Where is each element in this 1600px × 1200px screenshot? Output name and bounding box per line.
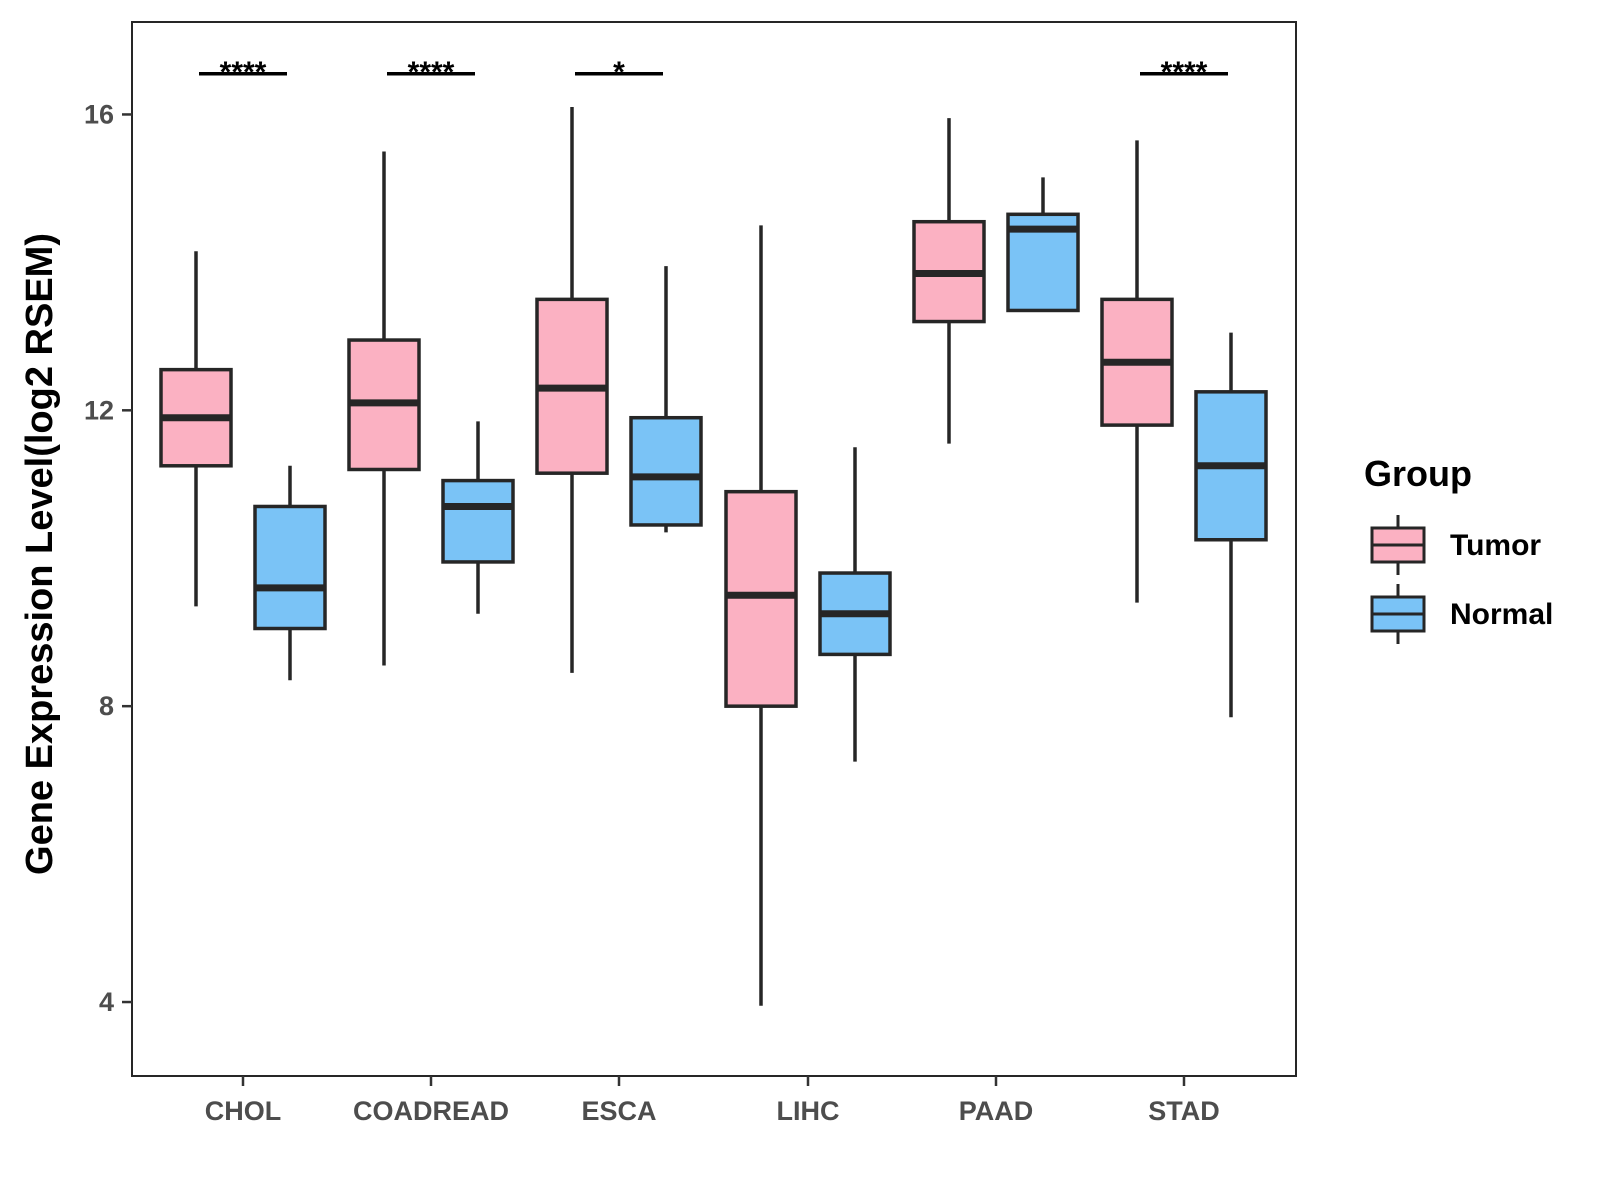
plot-area: **** **** * **** xyxy=(132,22,1296,1076)
significance-label-chol: **** xyxy=(220,56,267,89)
x-tick-label-chol: CHOL xyxy=(205,1096,282,1126)
y-axis-title: Gene Expression Level(log2 RSEM) xyxy=(19,233,61,875)
legend-title: Group xyxy=(1364,453,1472,494)
box-tumor-lihc xyxy=(724,489,798,708)
axes: 4 8 12 16 CHOL COADREAD ESCA LIHC PAAD STAD Gene E… xyxy=(19,21,1297,1126)
y-tick-label-12: 12 xyxy=(84,395,114,425)
panel-border xyxy=(131,21,1297,1077)
x-tick-label-esca: ESCA xyxy=(581,1096,656,1126)
legend: Group Tumor Normal xyxy=(1364,453,1553,644)
x-tick-label-paad: PAAD xyxy=(959,1096,1034,1126)
x-tick-label-lihc: LIHC xyxy=(777,1096,840,1126)
y-tick-label-16: 16 xyxy=(84,99,114,129)
box-normal-coadread xyxy=(441,478,515,564)
significance-label-coadread: **** xyxy=(408,56,455,89)
x-tick-label-stad: STAD xyxy=(1148,1096,1220,1126)
box-normal-chol xyxy=(253,504,327,631)
significance-label-stad: **** xyxy=(1161,56,1208,89)
box-normal-esca xyxy=(629,415,703,527)
y-tick-label-8: 8 xyxy=(99,691,114,721)
legend-label-normal: Normal xyxy=(1450,598,1553,631)
significance-label-esca: * xyxy=(613,56,625,89)
legend-label-tumor: Tumor xyxy=(1450,529,1541,562)
x-tick-label-coadread: COADREAD xyxy=(353,1096,509,1126)
y-tick-label-4: 4 xyxy=(99,987,114,1017)
